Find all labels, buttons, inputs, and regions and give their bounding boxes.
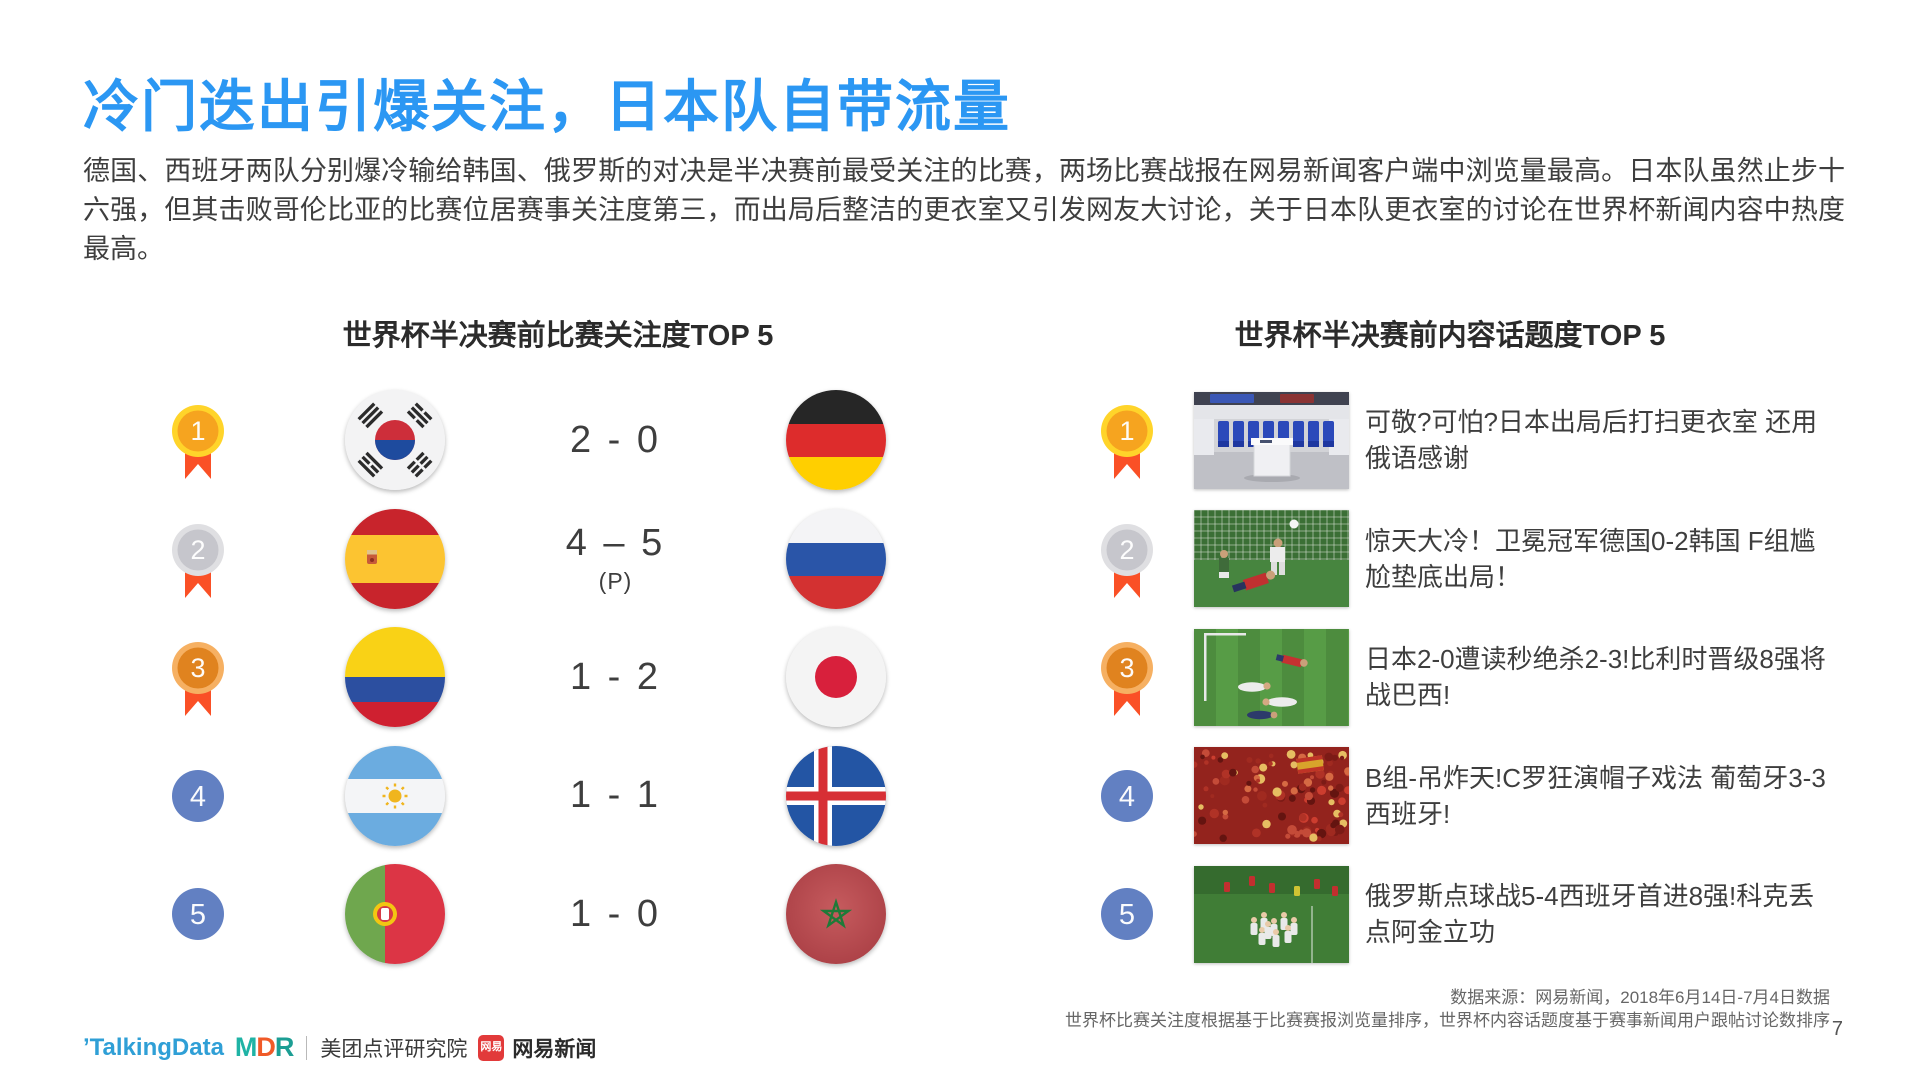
news-headline: 惊天大冷！卫冕冠军德国0-2韩国 F组尴尬垫底出局！	[1365, 525, 1816, 592]
news-photo-russia-penalties	[1194, 865, 1349, 963]
content-topic-list: 1 可敬?可怕?日本出局后打扫更衣室 还用俄语感谢 2 惊天大冷！卫冕冠军德国0…	[1080, 381, 1840, 974]
score-cell: 1 - 1	[445, 774, 786, 817]
talkingdata-logo: ʼTalkingData	[83, 1033, 224, 1061]
rank-5-circle: 5	[172, 888, 224, 941]
rank-cell: 4	[1080, 753, 1174, 839]
news-headline: 可敬?可怕?日本出局后打扫更衣室 还用俄语感谢	[1365, 407, 1818, 474]
japan-flag-icon	[786, 627, 886, 728]
news-photo-locker-room	[1194, 391, 1349, 489]
rank-cell: 2	[1080, 516, 1174, 602]
match-score: 2 - 0	[569, 418, 662, 461]
news-headline: B组-吊炸天!C罗狂演帽子戏法 葡萄牙3-3西班牙!	[1365, 762, 1826, 829]
news-row: 2 惊天大冷！卫冕冠军德国0-2韩国 F组尴尬垫底出局！	[1080, 500, 1840, 619]
match-attention-list: 1 2 - 0 2 4 – 5 (P) 3	[150, 381, 910, 974]
svg-text:5: 5	[190, 899, 206, 931]
svg-text:3: 3	[1119, 653, 1134, 683]
mdr-logo: M D R	[234, 1032, 294, 1062]
svg-text:4: 4	[190, 781, 206, 813]
data-source-notes: 数据来源：网易新闻，2018年6月14日-7月4日数据 世界杯比赛关注度根据基于…	[1065, 986, 1830, 1032]
right-panel-title: 世界杯半决赛前内容话题度TOP 5	[1234, 320, 1666, 352]
score-cell: 2 - 0	[445, 419, 786, 462]
match-score: 1 - 1	[569, 774, 662, 817]
rank-1-medal-icon: 1	[172, 405, 224, 480]
rank-cell: 5	[1080, 871, 1174, 957]
logo-bar: ʼTalkingData M D R 美团点评研究院 网易 网易新闻	[83, 1032, 596, 1063]
rank-cell: 3	[150, 634, 246, 720]
svg-text:5: 5	[1119, 899, 1135, 931]
svg-text:2: 2	[1119, 535, 1134, 565]
news-row: 5 俄罗斯点球战5-4西班牙首进8强!科克丢点阿金立功	[1080, 855, 1840, 974]
intro-paragraph: 德国、西班牙两队分别爆冷输给韩国、俄罗斯的对决是半决赛前最受关注的比赛，两场比赛…	[83, 156, 1845, 264]
news-headline: 俄罗斯点球战5-4西班牙首进8强!科克丢点阿金立功	[1365, 881, 1815, 948]
match-score: 4 – 5	[565, 522, 666, 565]
news-photo-germany-korea-goal	[1194, 510, 1349, 608]
match-attention-panel: 世界杯半决赛前比赛关注度TOP 5 1 2 - 0 2 4 – 5 (P)	[150, 300, 910, 974]
rank-3-medal-icon: 3	[172, 642, 224, 717]
news-row: 3 日本2-0遭读秒绝杀2-3!比利时晋级8强将战巴西!	[1080, 618, 1840, 737]
rank-2-medal-icon: 2	[1101, 523, 1153, 598]
svg-text:1: 1	[190, 416, 205, 446]
south-korea-flag-icon	[345, 390, 445, 491]
rank-3-medal-icon: 3	[1101, 642, 1153, 717]
news-headline: 日本2-0遭读秒绝杀2-3!比利时晋级8强将战巴西!	[1365, 644, 1826, 711]
match-row: 3 1 - 2	[150, 618, 910, 737]
match-row: 5 1 - 0	[150, 855, 910, 974]
rank-4-circle: 4	[172, 769, 224, 822]
netease-news-label: 网易新闻	[512, 1037, 597, 1061]
page-number: 7	[1831, 1018, 1843, 1040]
rank-cell: 4	[150, 753, 246, 839]
news-row: 1 可敬?可怕?日本出局后打扫更衣室 还用俄语感谢	[1080, 381, 1840, 500]
page-title: 冷门迭出引爆关注，日本队自带流量	[83, 75, 1011, 138]
news-photo-portugal-spain-fans	[1194, 747, 1349, 845]
svg-text:1: 1	[1119, 416, 1134, 446]
colombia-flag-icon	[345, 627, 445, 728]
portugal-flag-icon	[345, 864, 445, 965]
match-row: 4 1 - 1	[150, 737, 910, 856]
iceland-flag-icon	[786, 745, 886, 846]
score-cell: 4 – 5 (P)	[445, 522, 786, 595]
source-line-2: 世界杯比赛关注度根据基于比赛赛报浏览量排序，世界杯内容话题度基于赛事新闻用户跟帖…	[1065, 1011, 1830, 1030]
logo-divider	[306, 1035, 308, 1060]
morocco-flag-icon	[786, 864, 886, 965]
svg-text:2: 2	[190, 535, 205, 565]
netease-badge-icon: 网易	[478, 1034, 505, 1061]
penalty-note: (P)	[598, 568, 633, 595]
rank-cell: 3	[1080, 634, 1174, 720]
germany-flag-icon	[786, 390, 886, 491]
russia-flag-icon	[786, 508, 886, 609]
argentina-flag-icon	[345, 745, 445, 846]
match-row: 2 4 – 5 (P)	[150, 500, 910, 619]
rank-cell: 1	[1080, 397, 1174, 483]
score-cell: 1 - 0	[445, 893, 786, 936]
rank-cell: 2	[150, 516, 246, 602]
score-cell: 1 - 2	[445, 656, 786, 699]
match-score: 1 - 2	[569, 655, 662, 698]
match-score: 1 - 0	[569, 892, 662, 935]
meituan-dianping-label: 美团点评研究院	[320, 1037, 468, 1061]
news-photo-japan-belgium	[1194, 628, 1349, 726]
rank-4-circle: 4	[1101, 769, 1153, 822]
rank-5-circle: 5	[1101, 888, 1153, 941]
rank-2-medal-icon: 2	[172, 523, 224, 598]
match-row: 1 2 - 0	[150, 381, 910, 500]
news-row: 4 B组-吊炸天!C罗狂演帽子戏法 葡萄牙3-3西班牙!	[1080, 737, 1840, 856]
content-topic-panel: 世界杯半决赛前内容话题度TOP 5 1 可敬?可怕?日本出局后打扫更衣室 还用俄…	[1080, 300, 1840, 974]
svg-text:3: 3	[190, 653, 205, 683]
left-panel-title: 世界杯半决赛前比赛关注度TOP 5	[342, 320, 774, 352]
rank-1-medal-icon: 1	[1101, 405, 1153, 480]
source-line-1: 数据来源：网易新闻，2018年6月14日-7月4日数据	[1450, 988, 1830, 1007]
rank-cell: 1	[150, 397, 246, 483]
spain-flag-icon	[345, 508, 445, 609]
rank-cell: 5	[150, 871, 246, 957]
svg-text:4: 4	[1119, 781, 1135, 813]
